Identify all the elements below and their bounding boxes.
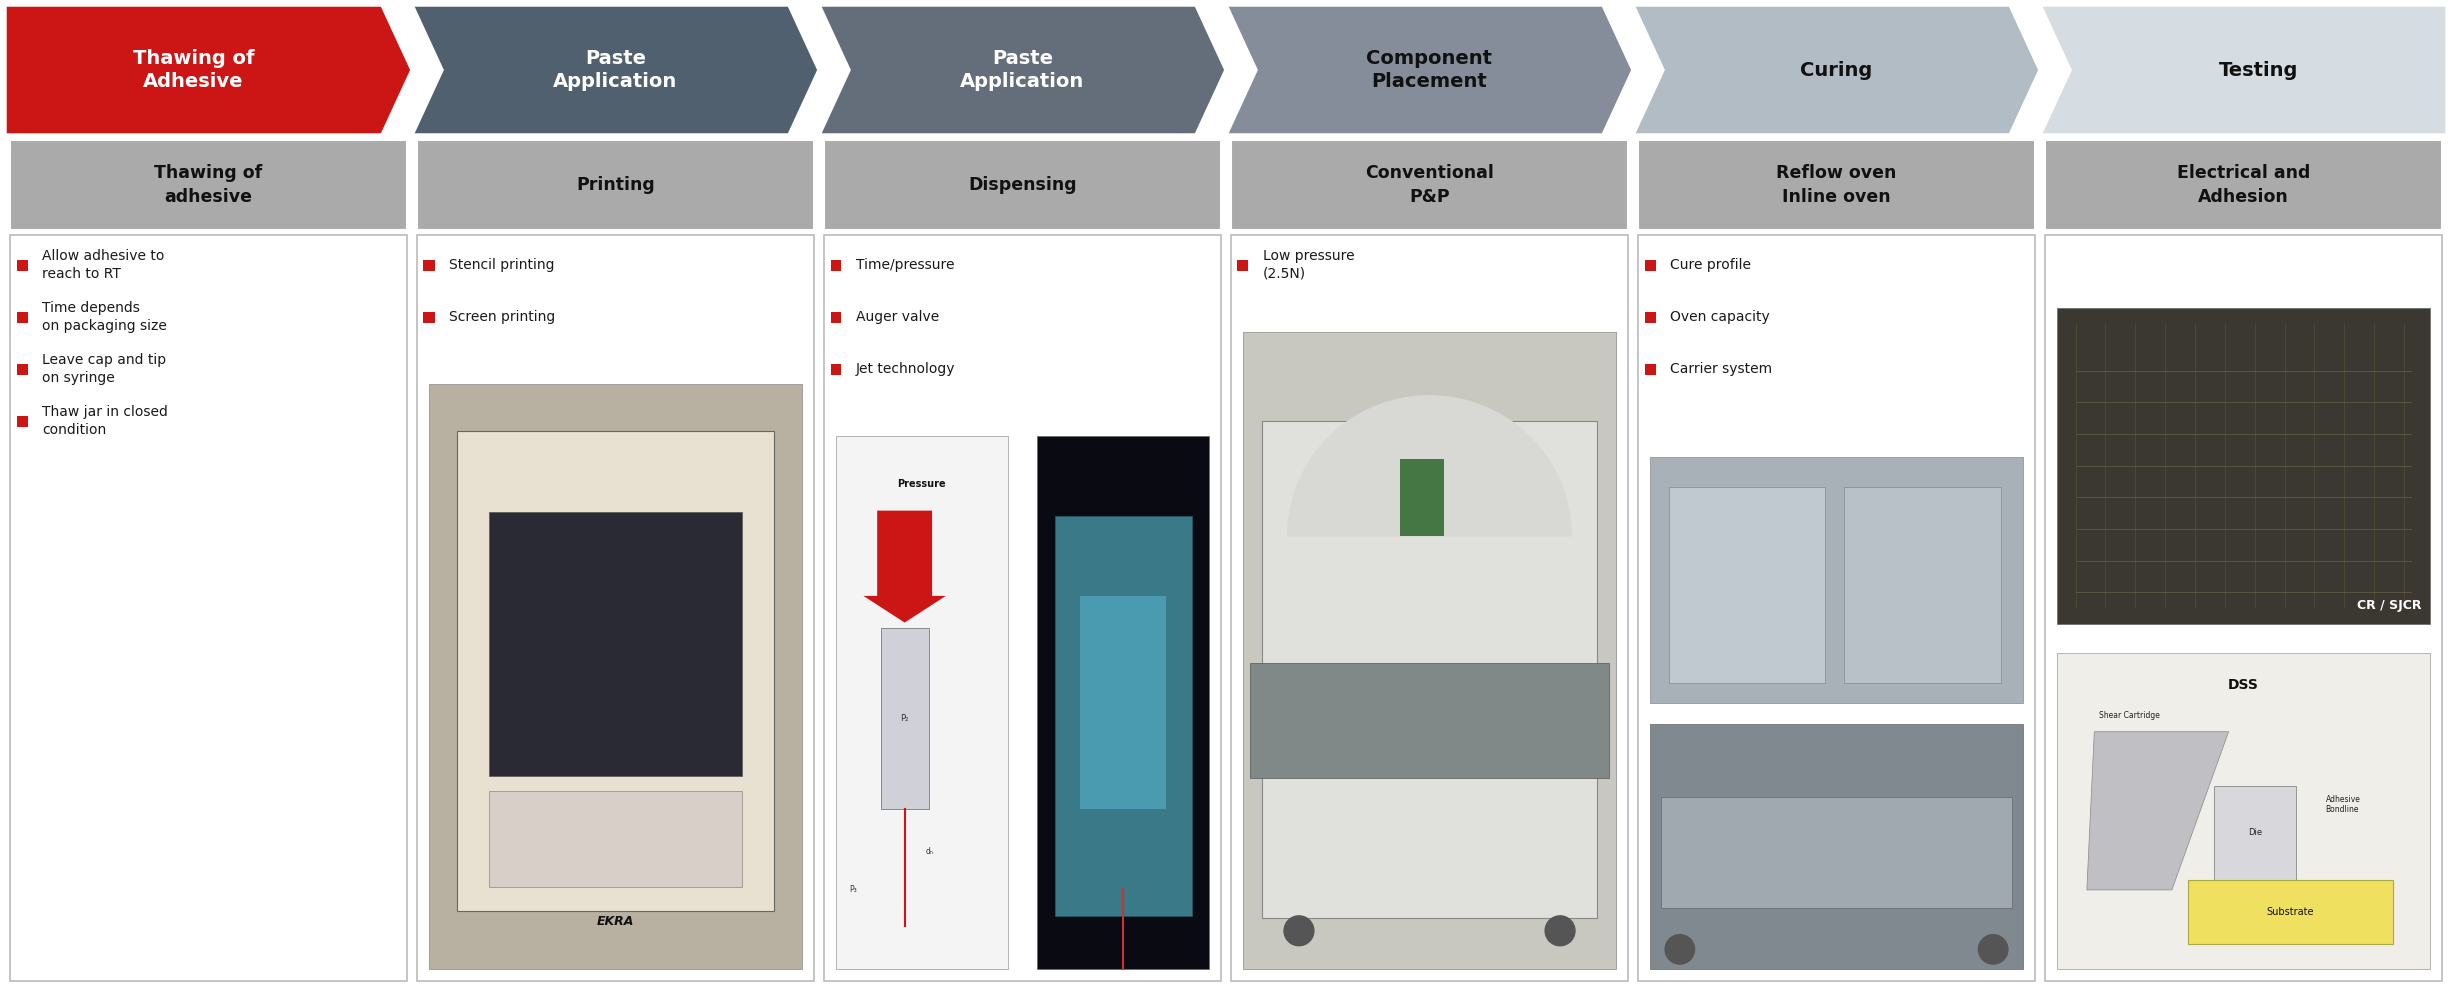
- Text: CR / SJCR: CR / SJCR: [2356, 599, 2423, 612]
- Text: Carrier system: Carrier system: [1670, 362, 1773, 376]
- Text: Paste
Application: Paste Application: [961, 48, 1084, 92]
- FancyBboxPatch shape: [831, 259, 841, 270]
- FancyBboxPatch shape: [17, 415, 27, 427]
- Text: Stencil printing: Stencil printing: [449, 258, 554, 272]
- FancyBboxPatch shape: [831, 312, 841, 322]
- Text: Pressure: Pressure: [897, 478, 946, 489]
- FancyBboxPatch shape: [1645, 364, 1655, 375]
- Polygon shape: [5, 5, 412, 135]
- FancyBboxPatch shape: [880, 628, 929, 810]
- Polygon shape: [819, 5, 1226, 135]
- Text: Low pressure
(2.5N): Low pressure (2.5N): [1263, 249, 1354, 281]
- Text: Curing: Curing: [1800, 60, 1873, 80]
- FancyBboxPatch shape: [17, 259, 27, 270]
- FancyBboxPatch shape: [831, 364, 841, 375]
- Text: Leave cap and tip
on syringe: Leave cap and tip on syringe: [42, 353, 167, 385]
- Text: Time depends
on packaging size: Time depends on packaging size: [42, 301, 167, 333]
- Text: P₃: P₃: [851, 884, 858, 893]
- Polygon shape: [412, 5, 819, 135]
- FancyBboxPatch shape: [1650, 724, 2023, 969]
- Text: Thawing of
Adhesive: Thawing of Adhesive: [132, 48, 255, 92]
- FancyBboxPatch shape: [424, 312, 434, 322]
- Text: Die: Die: [2248, 828, 2261, 837]
- FancyBboxPatch shape: [17, 364, 27, 375]
- FancyBboxPatch shape: [1650, 458, 2023, 702]
- FancyBboxPatch shape: [10, 235, 407, 981]
- Text: Oven capacity: Oven capacity: [1670, 310, 1770, 324]
- Polygon shape: [1226, 5, 1633, 135]
- Text: Adhesive
Bondline: Adhesive Bondline: [2324, 795, 2361, 814]
- Polygon shape: [2087, 732, 2229, 890]
- Text: Substrate: Substrate: [2266, 907, 2315, 917]
- FancyBboxPatch shape: [10, 140, 407, 230]
- FancyBboxPatch shape: [429, 384, 802, 969]
- Text: Testing: Testing: [2219, 60, 2298, 80]
- Text: EKRA: EKRA: [596, 915, 635, 928]
- Circle shape: [1285, 916, 1314, 946]
- Text: Shear Cartridge: Shear Cartridge: [2099, 712, 2160, 721]
- Text: Dispensing: Dispensing: [969, 176, 1076, 194]
- FancyBboxPatch shape: [456, 431, 775, 910]
- FancyBboxPatch shape: [2045, 235, 2442, 981]
- Polygon shape: [1287, 395, 1572, 535]
- Text: Reflow oven
Inline oven: Reflow oven Inline oven: [1775, 165, 1898, 206]
- FancyBboxPatch shape: [2214, 786, 2295, 880]
- Text: Electrical and
Adhesion: Electrical and Adhesion: [2177, 165, 2310, 206]
- FancyBboxPatch shape: [17, 312, 27, 322]
- Text: Conventional
P&P: Conventional P&P: [1366, 165, 1493, 206]
- FancyBboxPatch shape: [488, 791, 743, 886]
- Text: Thawing of
adhesive: Thawing of adhesive: [154, 165, 262, 206]
- Text: Allow adhesive to
reach to RT: Allow adhesive to reach to RT: [42, 249, 164, 281]
- FancyBboxPatch shape: [1645, 312, 1655, 322]
- FancyBboxPatch shape: [2057, 308, 2430, 624]
- Text: Auger valve: Auger valve: [856, 310, 939, 324]
- FancyBboxPatch shape: [1263, 421, 1596, 918]
- FancyBboxPatch shape: [488, 513, 743, 776]
- FancyBboxPatch shape: [2057, 653, 2430, 969]
- FancyBboxPatch shape: [417, 140, 814, 230]
- FancyBboxPatch shape: [1638, 235, 2035, 981]
- FancyBboxPatch shape: [1645, 259, 1655, 270]
- Text: Thaw jar in closed
condition: Thaw jar in closed condition: [42, 405, 167, 437]
- Text: dₙ: dₙ: [924, 847, 934, 856]
- Text: Cure profile: Cure profile: [1670, 258, 1751, 272]
- FancyBboxPatch shape: [824, 140, 1221, 230]
- FancyBboxPatch shape: [2045, 140, 2442, 230]
- FancyBboxPatch shape: [1251, 664, 1609, 778]
- Circle shape: [1979, 935, 2008, 964]
- Text: Screen printing: Screen printing: [449, 310, 554, 324]
- FancyBboxPatch shape: [424, 259, 434, 270]
- Polygon shape: [863, 511, 946, 622]
- Circle shape: [1545, 916, 1574, 946]
- Text: Time/pressure: Time/pressure: [856, 258, 954, 272]
- Text: Jet technology: Jet technology: [856, 362, 956, 376]
- FancyBboxPatch shape: [1054, 516, 1192, 916]
- FancyBboxPatch shape: [1231, 235, 1628, 981]
- Polygon shape: [1633, 5, 2040, 135]
- FancyBboxPatch shape: [1844, 487, 2001, 683]
- FancyBboxPatch shape: [836, 436, 1008, 969]
- FancyBboxPatch shape: [1243, 332, 1616, 969]
- FancyBboxPatch shape: [824, 235, 1221, 981]
- FancyBboxPatch shape: [1400, 459, 1444, 535]
- FancyBboxPatch shape: [1660, 798, 2011, 908]
- Text: DSS: DSS: [2229, 678, 2258, 692]
- FancyBboxPatch shape: [2187, 880, 2393, 944]
- FancyBboxPatch shape: [1670, 487, 1824, 683]
- Text: Component
Placement: Component Placement: [1366, 48, 1493, 92]
- FancyBboxPatch shape: [1638, 140, 2035, 230]
- FancyBboxPatch shape: [1238, 259, 1248, 270]
- Text: Printing: Printing: [576, 176, 655, 194]
- Polygon shape: [2040, 5, 2447, 135]
- FancyBboxPatch shape: [1231, 140, 1628, 230]
- Circle shape: [1665, 935, 1694, 964]
- Text: Paste
Application: Paste Application: [554, 48, 677, 92]
- FancyBboxPatch shape: [1081, 596, 1167, 810]
- FancyBboxPatch shape: [417, 235, 814, 981]
- Text: P₂: P₂: [900, 714, 910, 723]
- FancyBboxPatch shape: [1037, 436, 1209, 969]
